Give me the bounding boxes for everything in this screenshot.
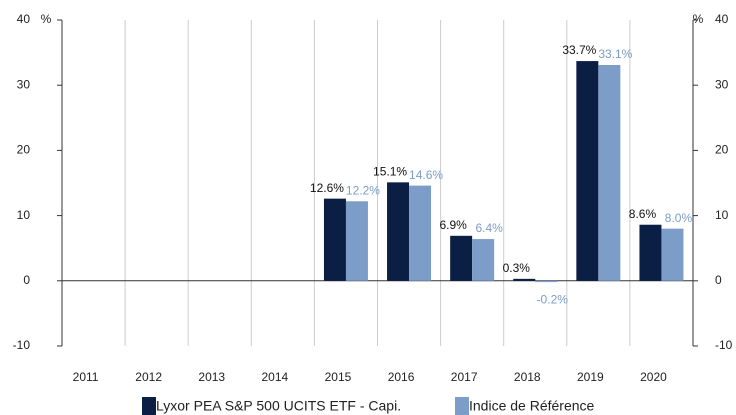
bar	[513, 278, 536, 281]
bar	[450, 235, 473, 281]
bar	[576, 61, 599, 281]
bar	[472, 239, 495, 281]
bar	[323, 198, 346, 281]
y-tick-label: 30	[17, 77, 31, 91]
x-tick-label: 2015	[325, 370, 352, 384]
bar	[387, 182, 410, 281]
y2-tick-label: -10	[715, 338, 733, 352]
legend-swatch	[142, 397, 156, 415]
y-tick-label: 10	[17, 208, 31, 222]
y2-axis-unit: %	[693, 12, 704, 26]
value-label: 8.6%	[629, 207, 657, 221]
value-label: 6.9%	[439, 218, 467, 232]
y2-tick-label: 10	[715, 208, 729, 222]
bar	[661, 228, 684, 281]
x-tick-label: 2019	[577, 370, 604, 384]
value-label: 14.6%	[409, 168, 443, 182]
legend-label: Indice de Référence	[469, 398, 595, 414]
legend-label: Lyxor PEA S&P 500 UCITS ETF - Capi.	[156, 398, 401, 414]
bar	[345, 201, 368, 281]
x-tick-label: 2018	[514, 370, 541, 384]
x-tick-label: 2011	[73, 370, 99, 384]
y2-tick-label: 0	[715, 273, 722, 287]
value-label: 8.0%	[665, 211, 693, 225]
y-tick-label: 40	[17, 12, 31, 26]
y-tick-label: 0	[23, 273, 30, 287]
value-label: 12.2%	[346, 183, 380, 197]
value-label: 6.4%	[475, 221, 503, 235]
x-tick-label: 2017	[451, 370, 478, 384]
bar	[639, 224, 662, 281]
bar	[598, 64, 621, 281]
value-label: 0.3%	[503, 261, 531, 275]
x-tick-label: 2014	[261, 370, 288, 384]
y-tick-label: -10	[13, 338, 31, 352]
x-tick-label: 2012	[135, 370, 162, 384]
x-tick-label: 2020	[640, 370, 667, 384]
y2-tick-label: 40	[715, 12, 729, 26]
y2-tick-label: 30	[715, 77, 729, 91]
y-tick-label: 20	[17, 143, 31, 157]
x-tick-label: 2016	[388, 370, 415, 384]
value-label: -0.2%	[537, 292, 569, 306]
bar	[409, 185, 432, 281]
value-label: 12.6%	[310, 181, 344, 195]
legend-swatch	[455, 397, 469, 415]
x-tick-label: 2013	[198, 370, 225, 384]
y-axis-unit: %	[41, 12, 52, 26]
value-label: 33.1%	[598, 47, 632, 61]
value-label: 15.1%	[373, 165, 407, 179]
bar	[535, 280, 558, 283]
y2-tick-label: 20	[715, 143, 729, 157]
value-label: 33.7%	[562, 43, 596, 57]
